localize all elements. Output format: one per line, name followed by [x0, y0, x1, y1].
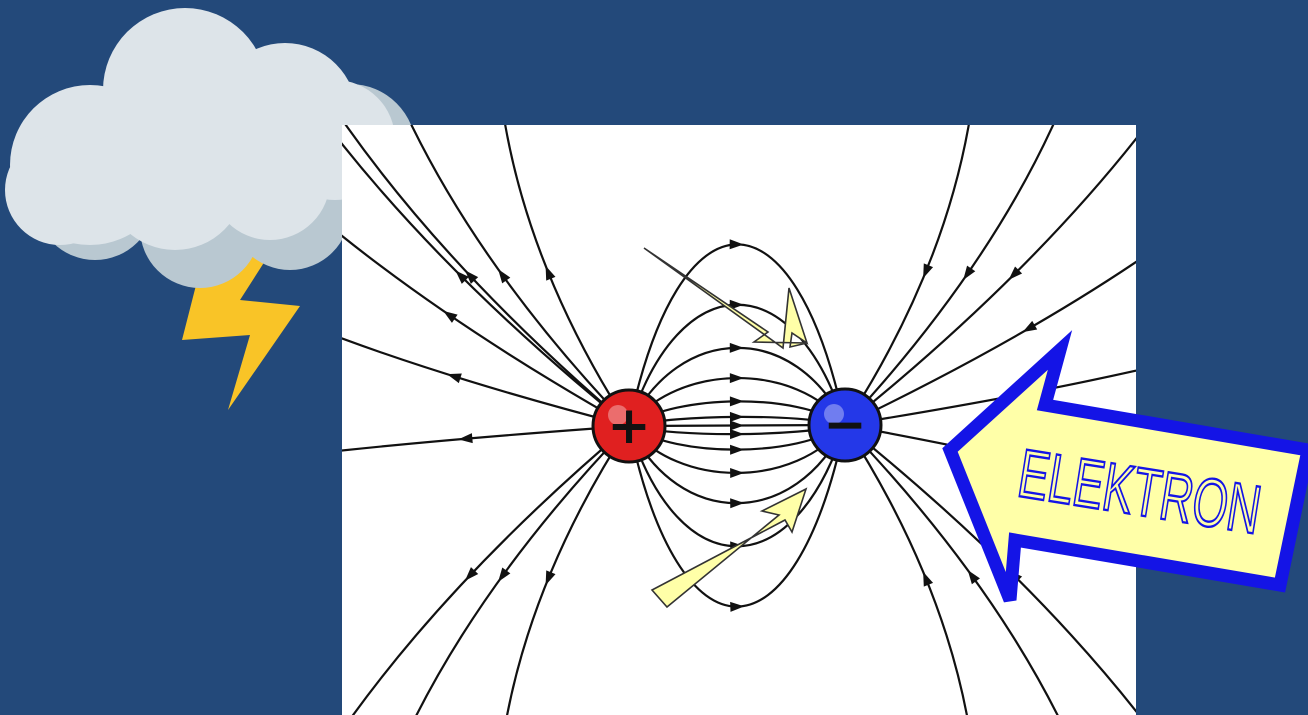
field-line-arrowhead	[963, 265, 976, 280]
field-line-arrowhead	[729, 411, 744, 422]
field-lines-svg: + −	[342, 125, 1136, 715]
pointer-arrow-lower	[650, 487, 808, 609]
field-line-arrowhead	[967, 569, 980, 585]
negative-charge-sign: −	[823, 395, 867, 455]
field-line-arrowhead	[730, 444, 745, 455]
negative-charge-icon: −	[807, 387, 883, 463]
field-line	[844, 424, 1059, 715]
field-line-arrowhead	[730, 468, 745, 479]
field-line	[504, 125, 630, 427]
field-line	[844, 137, 1136, 426]
positive-charge-icon: +	[591, 388, 667, 464]
field-line-arrowhead	[545, 265, 556, 281]
field-line	[342, 424, 630, 452]
field-line-arrowhead	[464, 567, 479, 581]
field-line-arrowhead	[729, 299, 744, 310]
field-line	[342, 234, 630, 427]
lightning-bolt-icon	[182, 250, 300, 410]
field-line-arrowhead	[923, 571, 934, 587]
field-line	[410, 125, 630, 427]
positive-charge-sign: +	[607, 396, 651, 456]
elektron-callout-arrow: ELEKTRON	[942, 330, 1308, 603]
field-line-arrowhead	[729, 373, 744, 384]
field-line-arrowhead	[443, 310, 458, 323]
field-line-arrowhead	[455, 270, 469, 284]
field-line-arrowhead	[458, 433, 473, 444]
field-line-arrowhead	[729, 342, 744, 353]
callout-arrow-shape	[942, 330, 1308, 603]
field-line-arrowhead	[729, 396, 744, 407]
field-line-arrowhead	[729, 239, 744, 250]
field-line-arrowhead	[498, 567, 511, 582]
field-line-arrowhead	[464, 270, 479, 284]
field-line	[342, 142, 630, 427]
pointer-arrow-upper	[643, 247, 809, 350]
field-line	[844, 424, 1136, 713]
field-line-arrowhead	[545, 570, 556, 586]
field-line	[351, 425, 630, 715]
field-line	[344, 125, 630, 427]
field-line-arrowhead	[729, 420, 744, 431]
field-line-arrowhead	[1022, 320, 1038, 333]
field-line	[506, 425, 630, 715]
field-line-arrowhead	[923, 263, 934, 279]
field-line	[415, 425, 630, 715]
field-line	[844, 125, 970, 426]
field-line	[844, 125, 1055, 426]
field-line-arrowhead	[729, 429, 745, 440]
field-line	[844, 424, 968, 715]
field-line-arrowhead	[1008, 266, 1023, 280]
field-line-arrowhead	[446, 373, 462, 384]
field-line-arrowhead	[730, 601, 745, 612]
field-line	[342, 337, 630, 428]
field-line	[844, 260, 1136, 426]
field-line-arrowhead	[498, 269, 511, 284]
field-line-arrowhead	[730, 498, 745, 509]
